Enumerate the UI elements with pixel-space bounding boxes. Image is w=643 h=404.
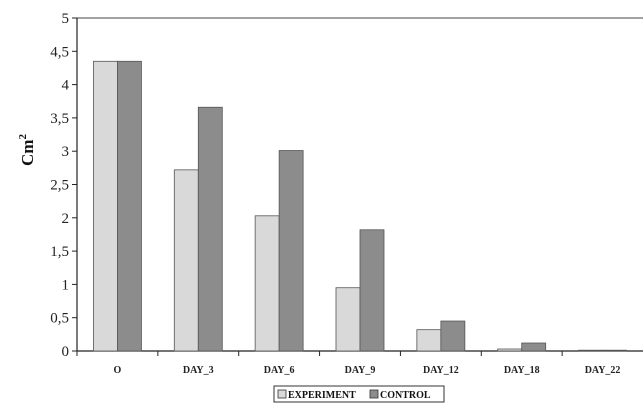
x-axis-labels: O DAY_3 DAY_6 DAY_9 DAY_12 DAY_18 DAY_22 [76,351,621,376]
legend-label-experiment: EXPERIMENT [288,390,356,401]
bars [93,60,627,352]
legend: EXPERIMENT CONTROL [273,385,445,403]
bar-experiment [497,348,523,352]
x-tick-label: DAY_3 [183,365,214,376]
bar-control [440,320,466,352]
y-tick-label: 4 [62,78,70,94]
bar-control [602,349,627,352]
x-tick-label: DAY_12 [423,365,459,376]
y-tick-label: 5 [62,11,70,27]
bar-experiment [93,60,118,352]
x-tick-label: O [114,365,122,376]
x-tick-label: DAY_18 [504,365,540,376]
y-tick-label: 4,5 [50,44,69,60]
y-tick-label: 3,5 [50,111,69,127]
x-tick-label: DAY_6 [264,365,295,376]
y-tick-label: 1 [62,277,70,293]
y-tick-label: 3 [62,144,70,160]
bar-experiment [416,329,442,352]
y-tick-label: 1,5 [50,244,69,260]
y-tick-label: 2,5 [50,178,69,194]
y-tick-label: 0 [62,344,70,360]
y-tick-label: 0,5 [50,311,69,327]
legend-swatch-experiment [277,389,287,399]
y-tick-label: 2 [62,211,70,227]
legend-swatch-control [369,389,379,399]
x-tick-label: DAY_9 [345,365,376,376]
legend-label-control: CONTROL [380,390,431,401]
y-axis-ticks: 0 0,5 1 1,5 2 2,5 3 3,5 4 4,5 5 [50,11,77,360]
bar-control [278,150,304,352]
bar-experiment [254,215,280,352]
y-axis-label: Cm2 [17,134,37,166]
bar-experiment [578,349,603,352]
bar-experiment [335,287,361,352]
bar-control [521,342,547,352]
legend-box [273,385,445,403]
bar-control [117,60,142,352]
bar-control [197,106,223,352]
bar-experiment [173,169,199,352]
x-tick-label: DAY_22 [585,365,621,376]
bar-control [359,229,385,352]
